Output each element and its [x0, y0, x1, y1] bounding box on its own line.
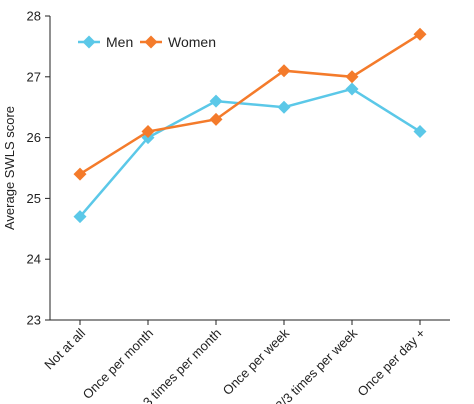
x-tick-label: Once per week	[220, 325, 293, 398]
legend-marker	[144, 35, 158, 49]
y-ticks: 23 24 25 26 27 28	[27, 9, 50, 328]
chart-axes	[49, 16, 450, 321]
data-point-men	[413, 125, 427, 139]
legend: Men Women	[78, 34, 216, 50]
x-tick-label: Not at all	[41, 325, 88, 372]
y-tick-label: 28	[27, 9, 41, 24]
series-line-men	[79, 87, 421, 218]
legend-item-men: Men	[78, 34, 133, 50]
legend-item-women: Women	[140, 34, 216, 50]
data-point-women	[141, 125, 155, 139]
data-point-men	[277, 100, 291, 114]
data-point-women	[345, 70, 359, 84]
data-point-women	[209, 112, 223, 126]
y-tick-label: 27	[27, 69, 41, 84]
data-point-women	[277, 64, 291, 78]
data-point-women	[413, 27, 427, 41]
series-layer	[73, 27, 427, 224]
data-point-men	[73, 210, 87, 224]
legend-marker	[82, 35, 96, 49]
series-women	[73, 27, 427, 181]
y-axis-label: Average SWLS score	[2, 106, 17, 230]
y-tick-label: 24	[27, 252, 41, 267]
series-men	[73, 82, 427, 224]
data-point-women	[73, 167, 87, 181]
x-tick-label: Once per day +	[354, 326, 428, 400]
legend-label: Men	[106, 34, 133, 50]
legend-label: Women	[168, 34, 216, 50]
series-line-women	[79, 33, 421, 176]
data-point-men	[345, 82, 359, 96]
x-tick-label: Once per month	[80, 326, 157, 403]
y-tick-label: 25	[27, 191, 41, 206]
y-tick-label: 26	[27, 130, 41, 145]
data-point-men	[209, 94, 223, 108]
y-tick-label: 23	[27, 313, 41, 328]
